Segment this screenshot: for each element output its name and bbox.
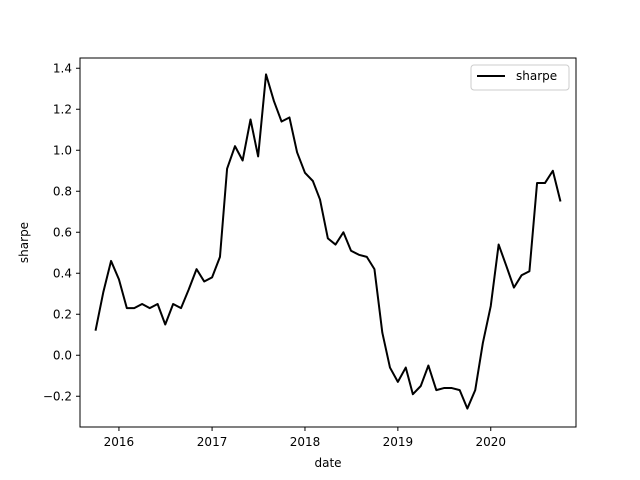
y-tick-label: 0.0 [53,348,72,362]
plot-area [94,73,562,410]
x-axis-label: date [314,456,341,470]
y-tick-label: 0.6 [53,225,72,239]
legend: sharpe [470,64,570,91]
y-tick-label: −0.2 [43,389,72,403]
series-line-sharpe [94,73,562,410]
legend-box [470,64,570,91]
legend-label-sharpe: sharpe [516,69,557,83]
axes-ticks: 2016 2017 2018 2019 2020 −0.2 0.0 0.2 0.4 0.6 0.8 1… [43,61,506,449]
y-tick-label: 0.2 [53,307,72,321]
x-tick-label: 2019 [383,435,414,449]
y-tick-label: 0.4 [53,266,72,280]
y-tick-label: 1.4 [53,61,72,75]
x-tick-label: 2016 [104,435,135,449]
y-tick-label: 1.0 [53,143,72,157]
x-tick-label: 2018 [290,435,321,449]
y-tick-label: 1.2 [53,102,72,116]
y-tick-label: 0.8 [53,184,72,198]
y-axis-label: sharpe [17,222,31,263]
x-tick-label: 2017 [197,435,228,449]
x-tick-label: 2020 [475,435,506,449]
axes-frame [79,57,577,428]
